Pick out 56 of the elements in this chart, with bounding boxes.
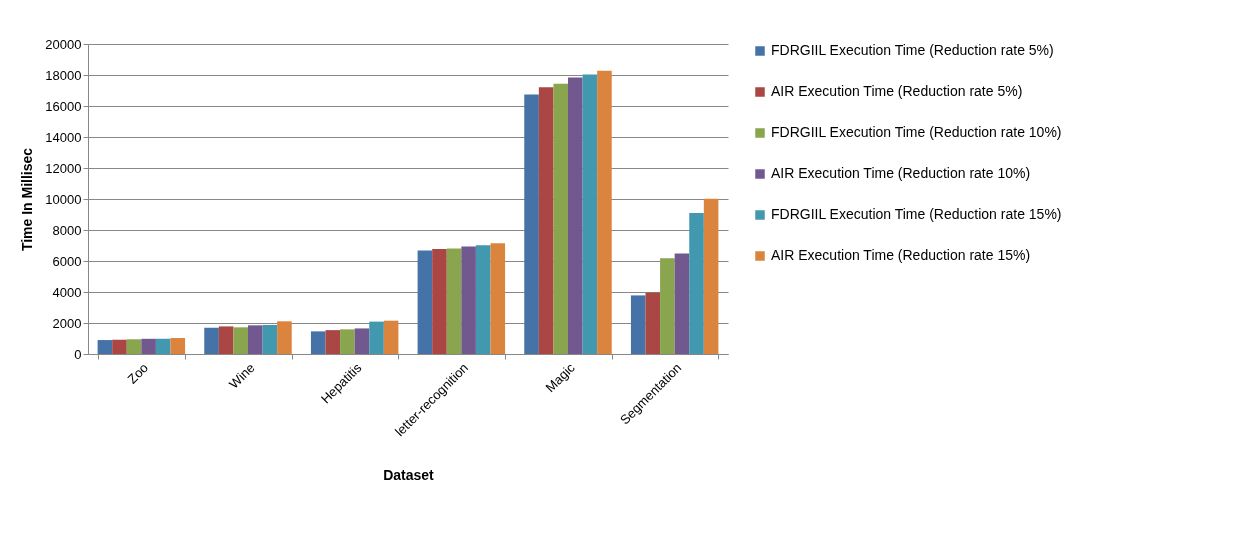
bar	[490, 243, 506, 354]
bar	[340, 329, 355, 354]
legend-label: FDRGIIL Execution Time (Reduction rate 15%)	[771, 206, 1062, 222]
bar	[155, 338, 171, 354]
bar	[141, 338, 156, 354]
legend-label: AIR Execution Time (Reduction rate 15%)	[771, 247, 1031, 263]
bar	[645, 292, 661, 354]
bar	[538, 87, 554, 354]
bar	[354, 328, 370, 354]
y-tick-label: 0	[74, 346, 82, 362]
bar	[703, 198, 719, 354]
bar	[369, 321, 384, 354]
bar	[310, 331, 326, 354]
bar	[475, 245, 491, 354]
bar	[568, 77, 583, 354]
legend-label: FDRGIIL Execution Time (Reduction rate 10%)	[771, 124, 1062, 140]
x-tick-label: Zoo	[124, 360, 152, 387]
bar	[218, 326, 234, 354]
bar	[597, 70, 612, 354]
y-tick-label: 14000	[45, 129, 82, 145]
bar	[553, 83, 568, 354]
legend-label: AIR Execution Time (Reduction rate 10%)	[771, 165, 1031, 181]
bar	[112, 339, 127, 354]
bar	[524, 94, 539, 354]
bar	[262, 325, 278, 354]
bar	[126, 339, 142, 354]
bar	[204, 327, 219, 354]
y-tick-label: 10000	[45, 191, 82, 207]
y-tick-label: 18000	[45, 67, 82, 83]
bar	[582, 74, 598, 354]
y-tick-label: 20000	[45, 36, 82, 52]
bar	[432, 249, 447, 354]
bar	[689, 212, 704, 354]
bar	[233, 327, 248, 354]
bar	[446, 248, 462, 354]
bar	[674, 253, 690, 354]
bar	[277, 321, 292, 354]
bar	[325, 330, 341, 354]
y-axis-title: Time In Millisec	[19, 147, 36, 252]
y-tick-label: 2000	[52, 315, 82, 331]
bar	[383, 320, 399, 354]
bar	[248, 325, 263, 354]
bar	[630, 295, 646, 354]
bar	[660, 258, 675, 354]
bar	[97, 340, 113, 354]
y-tick-label: 8000	[52, 222, 82, 238]
y-tick-label: 4000	[52, 284, 82, 300]
bar	[461, 246, 476, 354]
bar	[417, 250, 433, 354]
y-tick-label: 6000	[52, 253, 82, 269]
x-axis-title: Dataset	[383, 467, 435, 484]
y-tick-label: 12000	[45, 160, 82, 176]
bar	[170, 338, 186, 354]
legend-label: FDRGIIL Execution Time (Reduction rate 5%)	[771, 42, 1054, 58]
legend-label: AIR Execution Time (Reduction rate 5%)	[771, 83, 1023, 99]
y-tick-label: 16000	[45, 98, 82, 114]
